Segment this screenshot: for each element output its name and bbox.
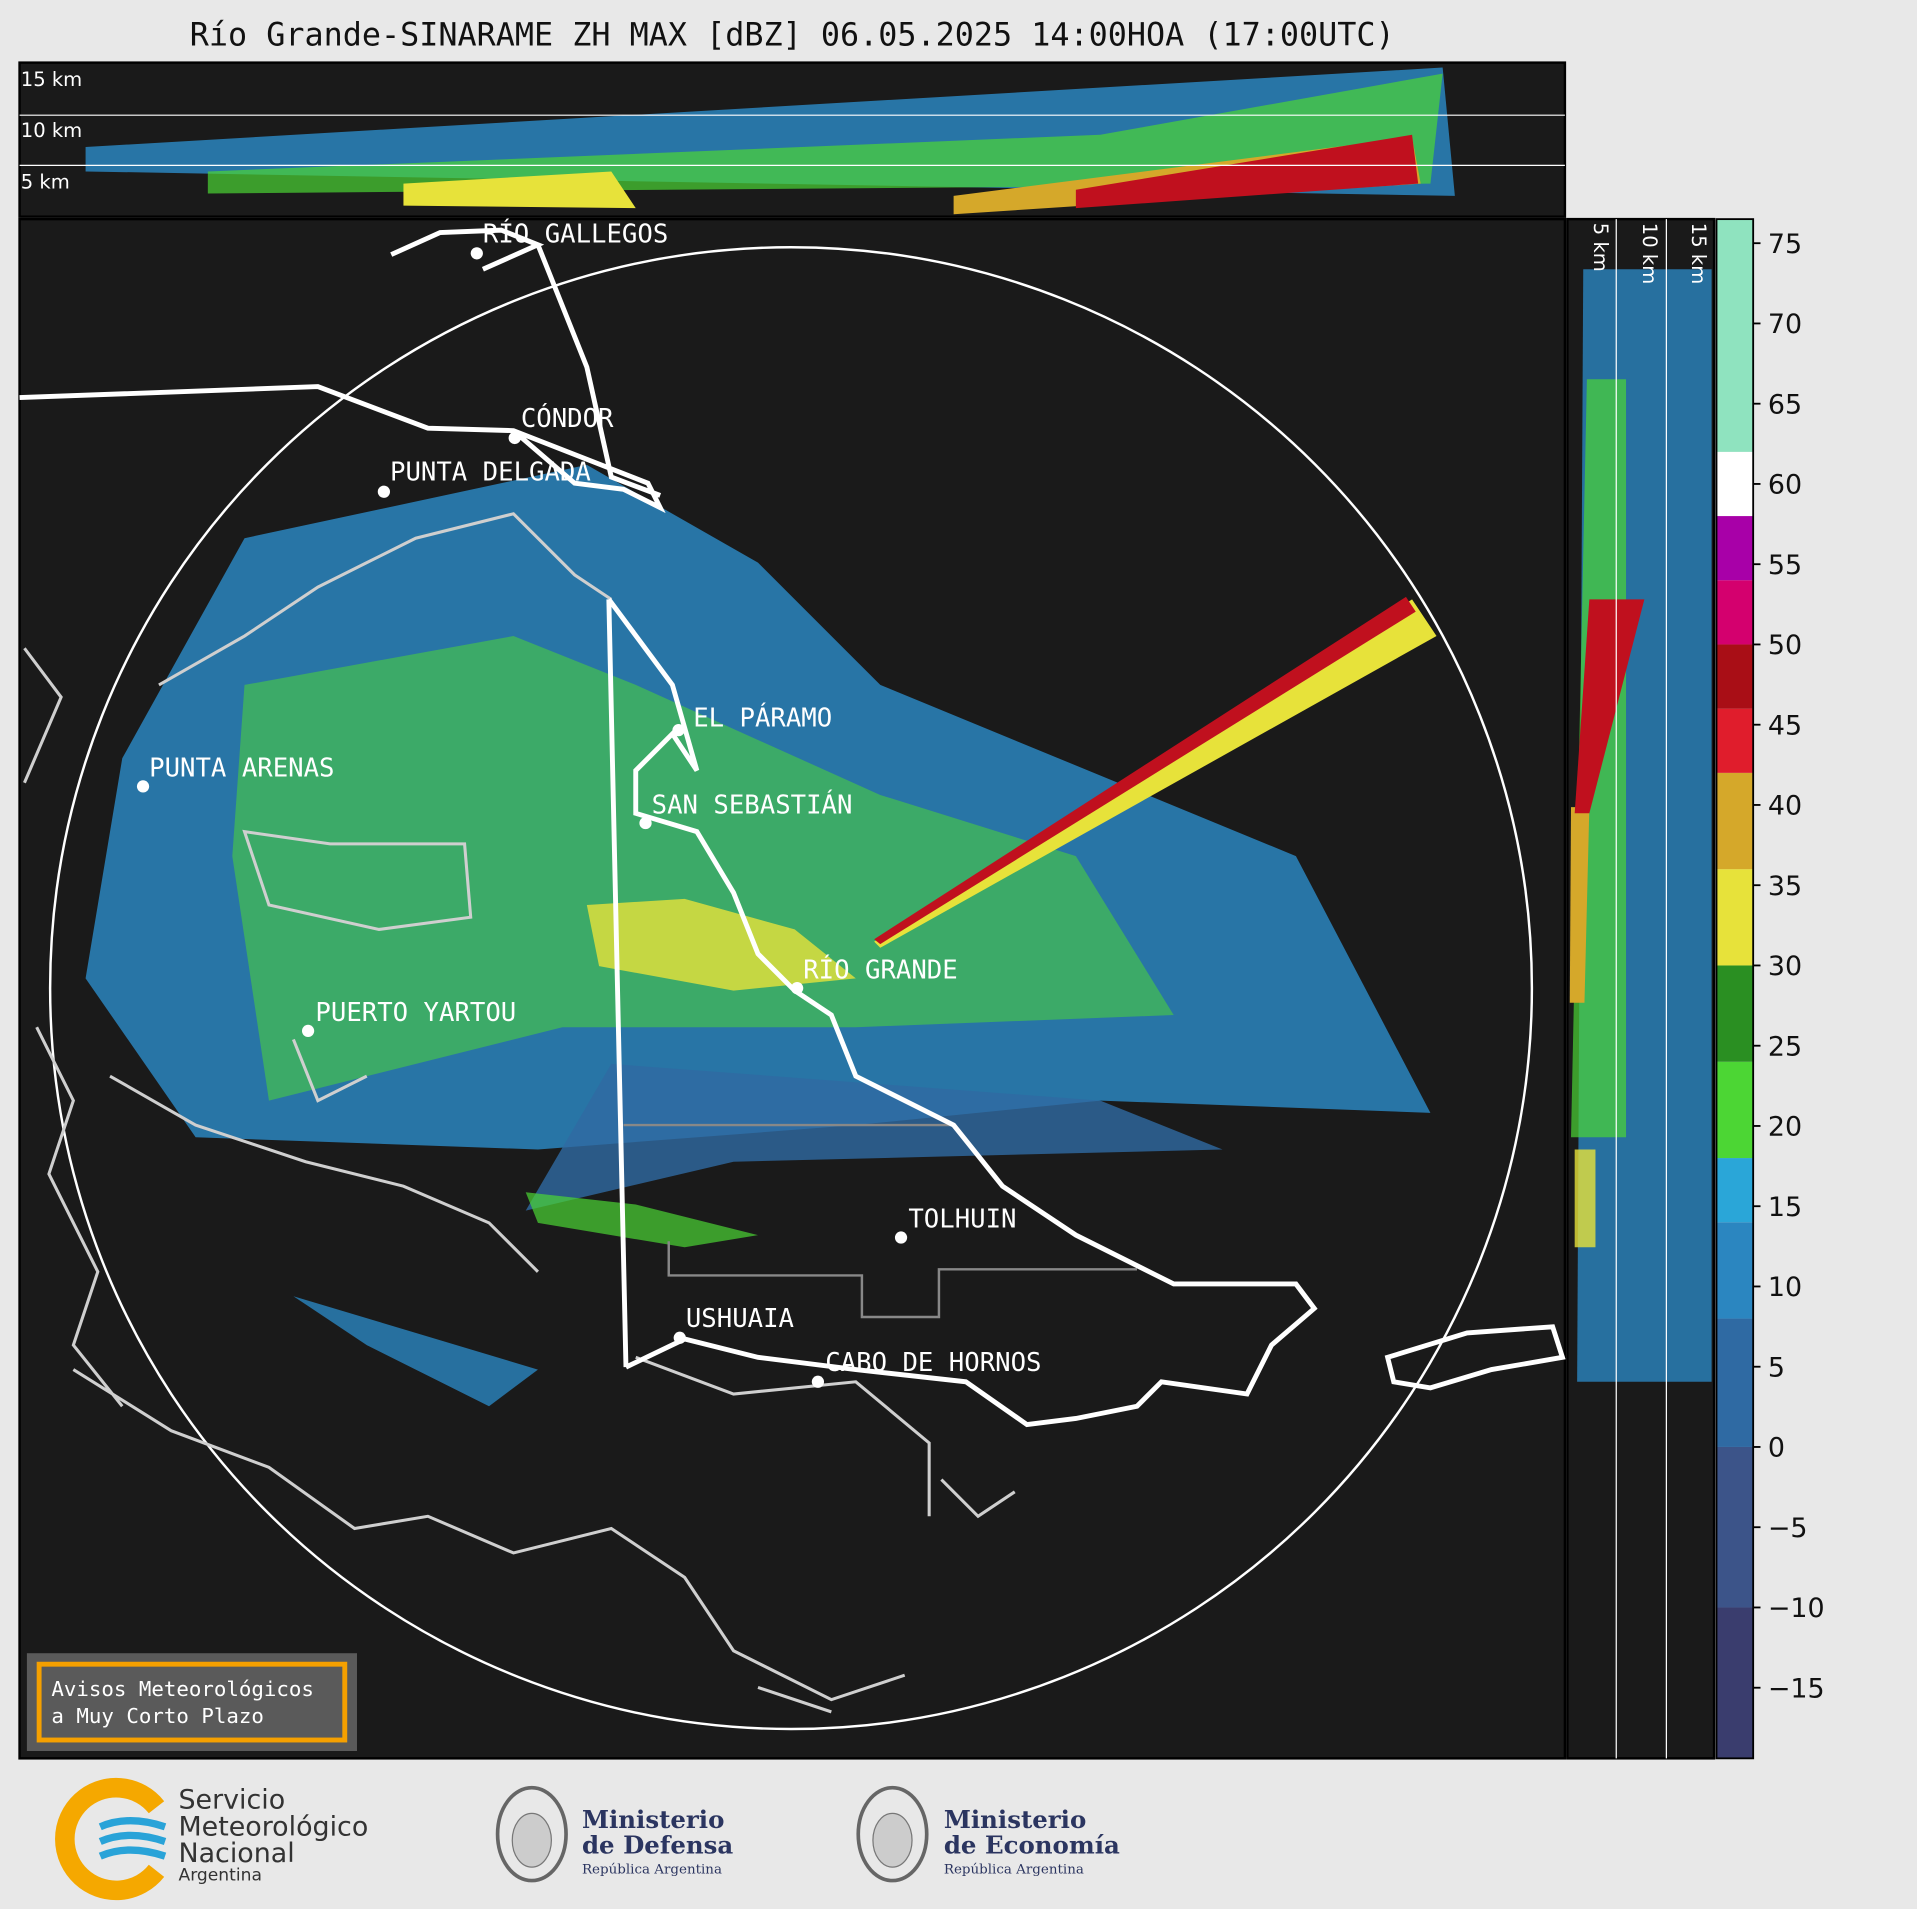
border xyxy=(19,227,1566,1428)
colorbar-tick-label: 20 xyxy=(1768,1112,1802,1143)
city-label: SAN SEBASTIÁN xyxy=(652,788,853,820)
side-echo xyxy=(1569,269,1712,1382)
coastline xyxy=(23,512,1137,1714)
logo-text: República Argentina xyxy=(944,1862,1084,1877)
colorbar-band xyxy=(1716,1061,1754,1159)
colorbar-tick-label: 70 xyxy=(1768,309,1802,340)
logo-text: República Argentina xyxy=(582,1862,722,1877)
colorbar-band xyxy=(1716,451,1754,517)
colorbar-tick-label: 35 xyxy=(1768,871,1802,902)
warning-box xyxy=(26,1653,357,1752)
height-label: 15 km xyxy=(1687,223,1710,284)
city-label: USHUAIA xyxy=(686,1304,794,1334)
colorbar-band xyxy=(1716,219,1754,452)
warning-text: Avisos Meteorológicos xyxy=(51,1677,314,1701)
logo-text: Ministerio xyxy=(582,1805,724,1834)
colorbar-tick-label: 15 xyxy=(1768,1192,1802,1223)
city-dot xyxy=(791,982,804,995)
height-label: 10 km xyxy=(1638,223,1661,284)
city-label: TOLHUIN xyxy=(908,1205,1016,1235)
height-label: 10 km xyxy=(21,119,82,142)
title: Río Grande-SINARAME ZH MAX [dBZ] 06.05.2… xyxy=(190,18,1395,54)
colorbar-band xyxy=(1716,869,1754,966)
colorbar-band xyxy=(1716,516,1754,581)
city-label: PUNTA ARENAS xyxy=(149,754,334,784)
city-dot xyxy=(673,1331,686,1344)
height-label: 15 km xyxy=(21,68,82,91)
economia-logo: Ministerio de Economía República Argenti… xyxy=(856,1785,1120,1883)
colorbar-band xyxy=(1716,965,1754,1062)
range-ring xyxy=(48,246,1534,1731)
colorbar-tick-label: 45 xyxy=(1768,710,1802,741)
logo-text: Meteorológico xyxy=(178,1811,368,1842)
colorbar-tick-label: 30 xyxy=(1768,951,1802,982)
colorbar-tick-label: 40 xyxy=(1768,791,1802,822)
radar-echo xyxy=(85,464,1437,1407)
defensa-logo: Ministerio de Defensa República Argentin… xyxy=(495,1785,733,1883)
top-echo xyxy=(85,67,1455,215)
colorbar-band xyxy=(1716,644,1754,709)
colorbar-tick-label: 75 xyxy=(1768,229,1802,260)
smn-logo: Servicio Meteorológico Nacional Argentin… xyxy=(55,1777,368,1901)
city-dot xyxy=(301,1024,315,1038)
logo-text: Argentina xyxy=(178,1866,261,1886)
colorbar-tick-label: 60 xyxy=(1768,470,1802,501)
city-dot xyxy=(470,247,483,260)
logo-text: Ministerio xyxy=(944,1805,1086,1834)
height-label: 5 km xyxy=(21,171,70,194)
city-dot xyxy=(894,1231,908,1244)
height-label: 5 km xyxy=(1589,223,1612,272)
city-layer: RÍO GALLEGOS CÓNDOR PUNTA DELGADA PUNTA ARE… xyxy=(136,217,1041,1388)
colorbar-band xyxy=(1716,1158,1754,1223)
colorbar-tick-label: 55 xyxy=(1768,550,1802,581)
warning-text: a Muy Corto Plazo xyxy=(51,1704,264,1728)
colorbar-tick-label: 50 xyxy=(1768,630,1802,661)
logo-text: Servicio xyxy=(178,1784,285,1815)
city-dot xyxy=(639,816,652,830)
colorbar-band xyxy=(1716,580,1754,645)
colorbar-tick-label: 25 xyxy=(1768,1031,1802,1062)
city-dot xyxy=(508,431,521,445)
city-dot xyxy=(377,485,391,498)
colorbar-tick-label: 10 xyxy=(1768,1272,1802,1303)
colorbar-band xyxy=(1716,1607,1754,1759)
city-label: PUNTA DELGADA xyxy=(390,458,591,488)
colorbar-band xyxy=(1716,1318,1754,1447)
logo-text: de Defensa xyxy=(582,1831,733,1860)
colorbar-band xyxy=(1716,1222,1754,1319)
colorbar-band xyxy=(1716,708,1754,773)
city-label: PUERTO YARTOU xyxy=(315,998,516,1028)
city-label: RÍO GRANDE xyxy=(803,953,957,985)
city-label: CABO DE HORNOS xyxy=(825,1348,1041,1378)
city-dot xyxy=(672,724,685,737)
colorbar-band xyxy=(1716,1446,1754,1608)
city-label: EL PÁRAMO xyxy=(693,701,832,733)
colorbar-tick-label: −5 xyxy=(1768,1513,1808,1544)
colorbar-tick-label: 0 xyxy=(1768,1433,1785,1464)
logo-text: Nacional xyxy=(178,1838,294,1869)
city-label: CÓNDOR xyxy=(521,402,614,434)
logo-text: de Economía xyxy=(944,1831,1120,1860)
colorbar-frame xyxy=(1715,218,1755,1760)
city-dot xyxy=(136,780,150,793)
colorbar-tick-label: −15 xyxy=(1768,1674,1825,1705)
city-label: RÍO GALLEGOS xyxy=(483,217,668,249)
warning-frame xyxy=(36,1661,348,1743)
colorbar-tick-label: 5 xyxy=(1768,1352,1785,1383)
colorbar-band xyxy=(1716,772,1754,870)
colorbar-tick-label: 65 xyxy=(1768,389,1802,420)
city-dot xyxy=(811,1375,825,1388)
colorbar-tick-label: −10 xyxy=(1768,1593,1825,1624)
